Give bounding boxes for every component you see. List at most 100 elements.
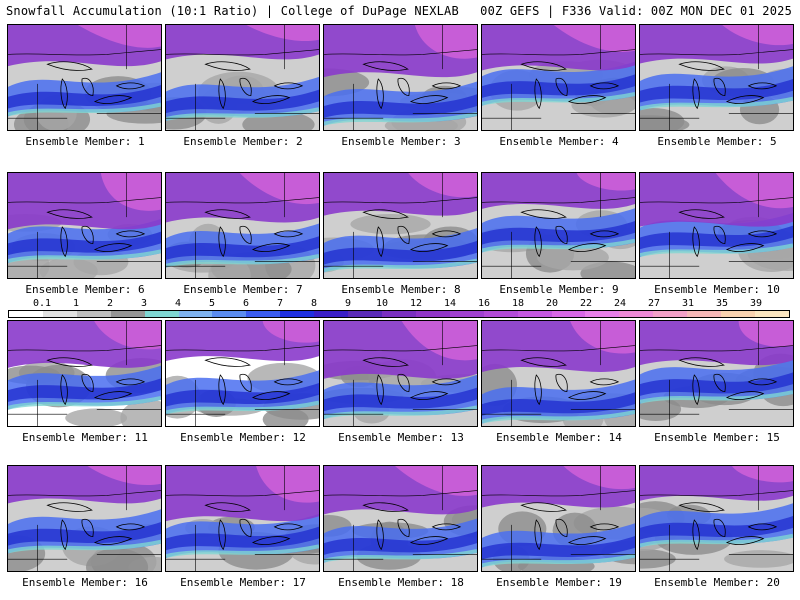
ensemble-member-label: Ensemble Member: 1 [25, 135, 145, 148]
colorbar-tick-label: 3 [140, 298, 148, 309]
snowfall-map [324, 321, 477, 426]
colorbar-swatch [144, 311, 179, 317]
ensemble-map-panel [639, 465, 794, 572]
ensemble-member-label: Ensemble Member: 12 [180, 431, 306, 444]
ensemble-map-panel [7, 465, 162, 572]
colorbar [8, 310, 790, 318]
snowfall-map [640, 466, 793, 571]
ensemble-member-label: Ensemble Member: 3 [341, 135, 461, 148]
snowfall-map [8, 321, 161, 426]
snowfall-map [166, 466, 319, 571]
colorbar-tick-label: 10 [375, 298, 389, 309]
ensemble-member-label: Ensemble Member: 4 [499, 135, 619, 148]
ensemble-member-label: Ensemble Member: 16 [22, 576, 148, 589]
ensemble-map-panel [323, 320, 478, 427]
colorbar-tick-label: 27 [647, 298, 661, 309]
ensemble-map-panel [323, 172, 478, 279]
colorbar-swatch [110, 311, 145, 317]
snowfall-map [640, 25, 793, 130]
colorbar-swatch [76, 311, 111, 317]
ensemble-map-panel [165, 24, 320, 131]
ensemble-member-label: Ensemble Member: 15 [654, 431, 780, 444]
snowfall-map [324, 173, 477, 278]
ensemble-map-panel [481, 465, 636, 572]
colorbar-tick-label: 2 [106, 298, 114, 309]
ensemble-member-label: Ensemble Member: 9 [499, 283, 619, 296]
ensemble-member-label: Ensemble Member: 6 [25, 283, 145, 296]
colorbar-swatch [754, 311, 789, 317]
ensemble-map-panel [7, 172, 162, 279]
colorbar-swatch [314, 311, 349, 317]
ensemble-member-label: Ensemble Member: 11 [22, 431, 148, 444]
ensemble-member-label: Ensemble Member: 13 [338, 431, 464, 444]
ensemble-member-label: Ensemble Member: 18 [338, 576, 464, 589]
colorbar-tick-label: 0.1 [32, 298, 52, 309]
colorbar-tick-label: 1 [72, 298, 80, 309]
ensemble-member-label: Ensemble Member: 17 [180, 576, 306, 589]
ensemble-map-panel [7, 24, 162, 131]
ensemble-member-label: Ensemble Member: 19 [496, 576, 622, 589]
colorbar-swatch [42, 311, 77, 317]
colorbar-swatch [178, 311, 213, 317]
snowfall-map [640, 173, 793, 278]
colorbar-swatch [687, 311, 722, 317]
ensemble-map-panel [481, 172, 636, 279]
ensemble-map-panel [639, 172, 794, 279]
colorbar-swatch [551, 311, 586, 317]
colorbar-swatch [212, 311, 247, 317]
colorbar-tick-label: 24 [613, 298, 627, 309]
snowfall-map [166, 321, 319, 426]
ensemble-map-panel [7, 320, 162, 427]
snowfall-map [166, 173, 319, 278]
ensemble-member-label: Ensemble Member: 2 [183, 135, 303, 148]
colorbar-tick-label: 4 [174, 298, 182, 309]
map-title: Snowfall Accumulation (10:1 Ratio) | Col… [6, 4, 459, 18]
ensemble-map-panel [165, 465, 320, 572]
colorbar-swatch [348, 311, 382, 317]
ensemble-member-label: Ensemble Member: 14 [496, 431, 622, 444]
colorbar-tick-label: 9 [344, 298, 352, 309]
snowfall-map [324, 25, 477, 130]
colorbar-tick-label: 18 [511, 298, 525, 309]
colorbar-tick-label: 12 [409, 298, 423, 309]
snowfall-map [8, 173, 161, 278]
ensemble-map-panel [165, 172, 320, 279]
ensemble-member-label: Ensemble Member: 7 [183, 283, 303, 296]
colorbar-tick-label: 14 [443, 298, 457, 309]
colorbar-swatch [449, 311, 484, 317]
ensemble-map-panel [639, 24, 794, 131]
colorbar-tick-label: 22 [579, 298, 593, 309]
snowfall-map [482, 25, 635, 130]
colorbar-tick-label: 39 [749, 298, 763, 309]
colorbar-swatch [381, 311, 416, 317]
ensemble-map-panel [323, 24, 478, 131]
colorbar-tick-label: 20 [545, 298, 559, 309]
colorbar-swatch [619, 311, 654, 317]
colorbar-tick-label: 16 [477, 298, 491, 309]
snowfall-map [166, 25, 319, 130]
snowfall-map [482, 173, 635, 278]
colorbar-swatch [517, 311, 552, 317]
colorbar-swatch [483, 311, 518, 317]
colorbar-tick-label: 31 [681, 298, 695, 309]
colorbar-tick-label: 5 [208, 298, 216, 309]
colorbar-swatch [9, 311, 43, 317]
colorbar-swatch [585, 311, 620, 317]
ensemble-member-label: Ensemble Member: 8 [341, 283, 461, 296]
colorbar-ticks: 0.1 1 2 3 4 5 6 7 8 9 10 12 14 16 18 20 22 24 27 31 35 39 [8, 298, 790, 310]
ensemble-map-panel [639, 320, 794, 427]
snowfall-map [482, 321, 635, 426]
ensemble-member-label: Ensemble Member: 10 [654, 283, 780, 296]
colorbar-tick-label: 6 [242, 298, 250, 309]
colorbar-swatch [721, 311, 755, 317]
snowfall-map [640, 321, 793, 426]
model-run-info: 00Z GEFS | F336 Valid: 00Z MON DEC 01 20… [480, 4, 792, 18]
snowfall-map [482, 466, 635, 571]
ensemble-map-panel [165, 320, 320, 427]
ensemble-member-label: Ensemble Member: 20 [654, 576, 780, 589]
colorbar-swatch [415, 311, 450, 317]
colorbar-swatch [653, 311, 688, 317]
ensemble-map-panel [481, 320, 636, 427]
colorbar-swatch [246, 311, 281, 317]
snowfall-map [324, 466, 477, 571]
